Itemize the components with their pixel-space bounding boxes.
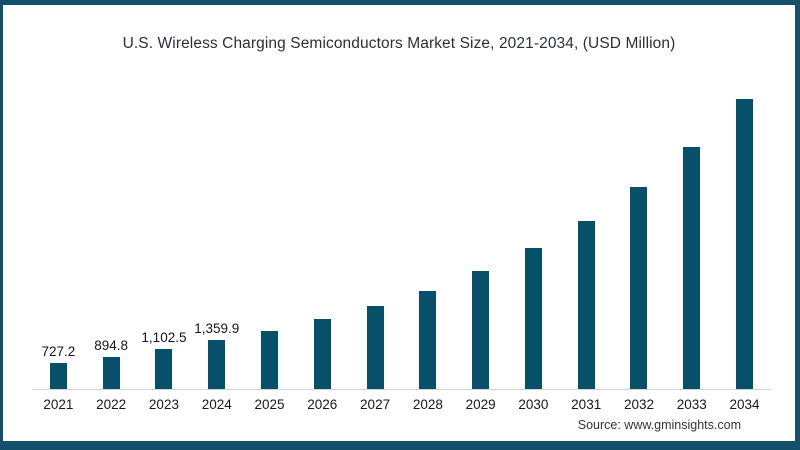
bar-2024: [208, 339, 226, 389]
bar-value-label: 1,102.5: [141, 330, 187, 346]
bar-2033: [683, 146, 701, 389]
bar-value-label: 894.8: [94, 337, 129, 353]
bar-2022: [102, 356, 120, 389]
x-axis-label: 2027: [360, 397, 391, 412]
bar-2025: [261, 330, 279, 389]
x-axis-label: 2023: [148, 397, 179, 412]
x-axis-label: 2029: [465, 397, 496, 412]
x-axis-label: 2030: [518, 397, 549, 412]
bar-group: [665, 143, 718, 389]
x-axis-label: 2028: [412, 397, 443, 412]
bar-group: [296, 315, 349, 389]
bar-2027: [366, 306, 384, 389]
bar-group: [718, 95, 771, 389]
bar-group: 1,359.9: [190, 321, 243, 389]
bar-2028: [419, 290, 437, 389]
bar-group: [401, 287, 454, 389]
bar-value-label: 1,359.9: [194, 320, 240, 336]
bar-2034: [736, 99, 754, 389]
bar-group: [454, 267, 507, 389]
bar-2026: [313, 318, 331, 389]
chart-title: U.S. Wireless Charging Semiconductors Ma…: [122, 35, 676, 52]
x-axis-label: 2024: [201, 397, 232, 412]
bar-group: [560, 217, 613, 389]
x-axis-label: 2031: [571, 397, 602, 412]
bar-group: 727.2: [32, 344, 85, 389]
bar-group: [243, 327, 296, 389]
bar-2032: [630, 186, 648, 389]
x-axis-label: 2026: [307, 397, 338, 412]
bar-2030: [524, 248, 542, 389]
x-axis-label: 2033: [676, 397, 707, 412]
bar-2031: [577, 220, 595, 389]
x-axis-label: 2025: [254, 397, 285, 412]
bar-series: 727.2 894.8 1,102.5 1,359.9: [32, 95, 771, 389]
bar-group: [613, 183, 666, 389]
bar-2023: [155, 349, 173, 389]
source-attribution: Source: www.gminsights.com: [577, 418, 741, 432]
bar-group: 1,102.5: [138, 330, 191, 389]
x-axis-label: 2032: [623, 397, 654, 412]
bar-value-label: 727.2: [41, 343, 76, 359]
x-axis-labels: 2021 2022 2023 2024 2025 2026 2027 2028 2029 2030…: [32, 397, 771, 412]
x-axis-label: 2021: [43, 397, 74, 412]
bar-2029: [472, 271, 490, 389]
bar-2021: [49, 362, 67, 389]
bar-group: [507, 244, 560, 389]
x-axis-label: 2034: [729, 397, 760, 412]
bar-group: 894.8: [85, 338, 138, 389]
bar-group: [349, 302, 402, 389]
x-axis-line: [32, 389, 771, 390]
x-axis-label: 2022: [96, 397, 127, 412]
